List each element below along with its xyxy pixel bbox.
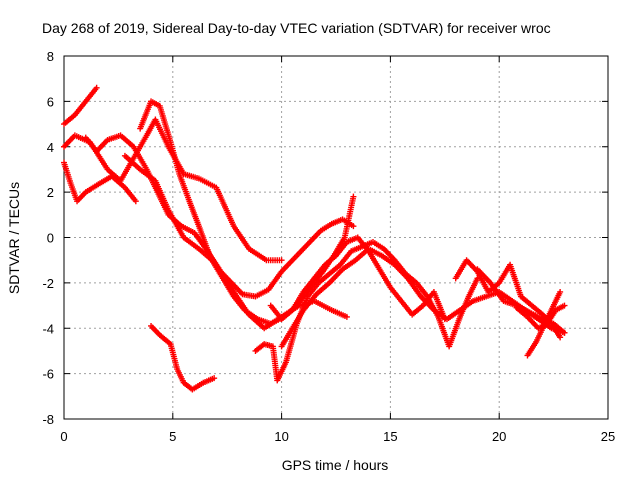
x-tick-label: 25 — [601, 429, 615, 444]
y-tick-label: 8 — [47, 49, 54, 64]
series-track-1 — [61, 84, 100, 128]
data-layer — [61, 84, 568, 393]
x-tick-label: 5 — [169, 429, 176, 444]
data-point — [350, 193, 357, 200]
axis-ticks: 0 5 10 15 20 25 -8 -6 -4 -2 0 2 4 6 8 — [42, 49, 615, 444]
series-track-7 — [148, 322, 218, 393]
series-track-4 — [82, 132, 350, 332]
data-point — [343, 313, 350, 320]
data-point — [278, 257, 285, 264]
x-tick-label: 15 — [383, 429, 397, 444]
series-track-8 — [252, 239, 481, 384]
data-point — [561, 329, 568, 336]
y-tick-label: 6 — [47, 94, 54, 109]
data-point — [561, 302, 568, 309]
data-point — [557, 288, 564, 295]
data-point — [93, 84, 100, 91]
y-tick-label: -6 — [42, 367, 54, 382]
y-tick-label: -2 — [42, 276, 54, 291]
y-tick-label: 0 — [47, 231, 54, 246]
series-track-10 — [278, 245, 568, 350]
x-axis-label: GPS time / hours — [282, 457, 389, 473]
x-tick-label: 0 — [60, 429, 67, 444]
y-axis-label: SDTVAR / TECUs — [6, 182, 22, 294]
x-tick-label: 20 — [492, 429, 506, 444]
chart-title: Day 268 of 2019, Sidereal Day-to-day VTE… — [42, 20, 551, 36]
data-point — [557, 334, 564, 341]
data-point — [211, 375, 218, 382]
y-tick-label: -4 — [42, 321, 54, 336]
data-point — [132, 198, 139, 205]
data-point — [350, 223, 357, 230]
series-track-3 — [61, 159, 139, 205]
y-tick-label: 4 — [47, 140, 54, 155]
series-track-14 — [524, 288, 564, 359]
x-tick-label: 10 — [274, 429, 288, 444]
y-tick-label: -8 — [42, 412, 54, 427]
y-tick-label: 2 — [47, 185, 54, 200]
